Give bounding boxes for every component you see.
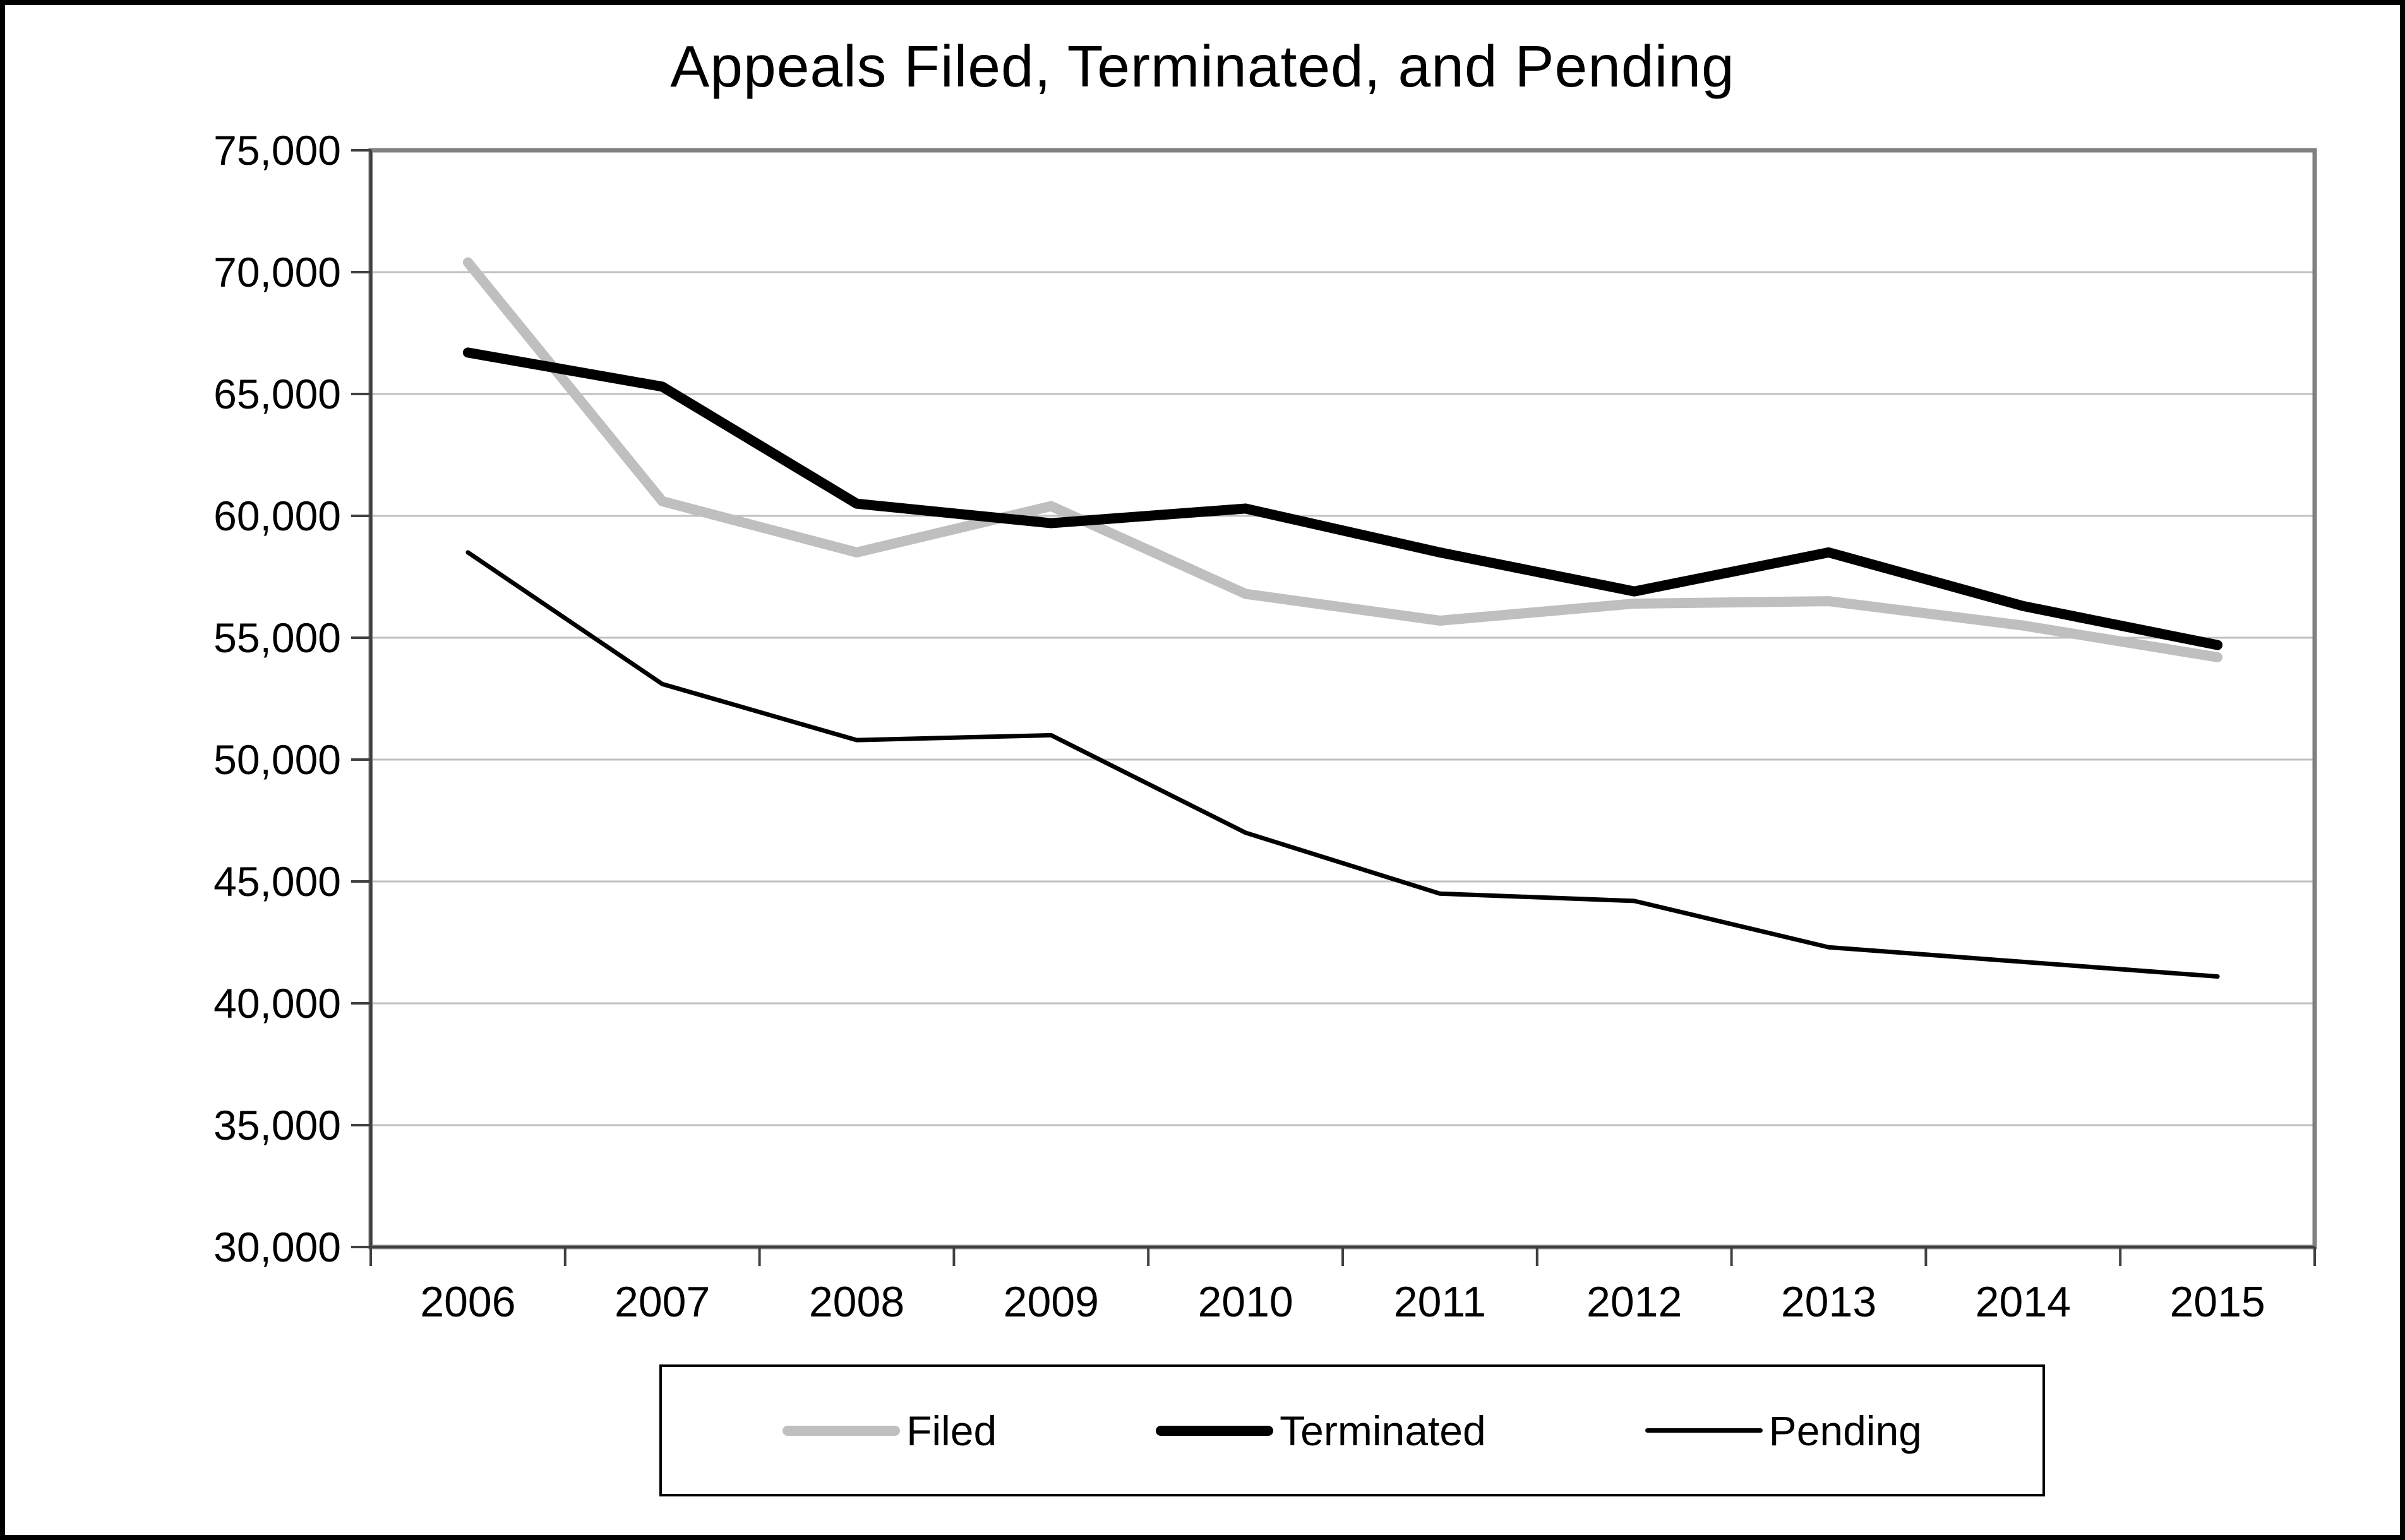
y-axis-ticks-and-labels: 30,000 35,000 40,000 45,000 50,000 55,000 60,0… (213, 127, 371, 1270)
x-tick-label: 2011 (1394, 1278, 1486, 1326)
x-tick-label: 2008 (809, 1278, 904, 1326)
legend-label-pending: Pending (1768, 1407, 1922, 1454)
filed-line-swatch-icon (783, 1425, 901, 1436)
x-tick-label: 2015 (2169, 1278, 2265, 1326)
legend-item-terminated: Terminated (1156, 1407, 1486, 1455)
x-tick-label: 2006 (420, 1278, 515, 1326)
series-line-filed (462, 257, 2223, 662)
legend-item-pending: Pending (1645, 1407, 1922, 1455)
legend-label-terminated: Terminated (1280, 1407, 1486, 1454)
x-axis-ticks-and-labels: 2006 2007 2008 2009 2010 2011 2012 2013 2014 2015 (369, 1247, 2316, 1326)
x-tick-label: 2009 (1004, 1278, 1099, 1326)
x-tick-label: 2012 (1586, 1278, 1682, 1326)
y-tick-label: 75,000 (213, 127, 341, 174)
y-tick-label: 30,000 (213, 1224, 341, 1270)
legend-item-filed: Filed (783, 1407, 997, 1455)
legend: Filed Terminated Pending (659, 1364, 2045, 1496)
x-tick-label: 2007 (615, 1278, 710, 1326)
series-line-terminated (462, 347, 2223, 650)
x-tick-label: 2013 (1781, 1278, 1876, 1326)
y-tick-label: 45,000 (213, 858, 341, 905)
legend-label-filed: Filed (906, 1407, 997, 1454)
y-tick-label: 40,000 (213, 980, 341, 1027)
x-tick-label: 2014 (1976, 1278, 2071, 1326)
y-tick-label: 55,000 (213, 614, 341, 661)
series-line-pending (465, 550, 2220, 979)
pending-line-swatch-icon (1645, 1428, 1763, 1433)
gridlines (371, 271, 2315, 1126)
y-tick-label: 50,000 (213, 736, 341, 783)
y-tick-label: 60,000 (213, 492, 341, 539)
terminated-line-swatch-icon (1156, 1425, 1274, 1436)
y-tick-label: 65,000 (213, 371, 341, 417)
chart-title: Appeals Filed, Terminated, and Pending (670, 33, 1735, 99)
x-tick-label: 2010 (1197, 1278, 1293, 1326)
y-tick-label: 35,000 (213, 1102, 341, 1149)
plot-border (368, 148, 2317, 1250)
y-tick-label: 70,000 (213, 249, 341, 295)
axes (369, 150, 2315, 1248)
